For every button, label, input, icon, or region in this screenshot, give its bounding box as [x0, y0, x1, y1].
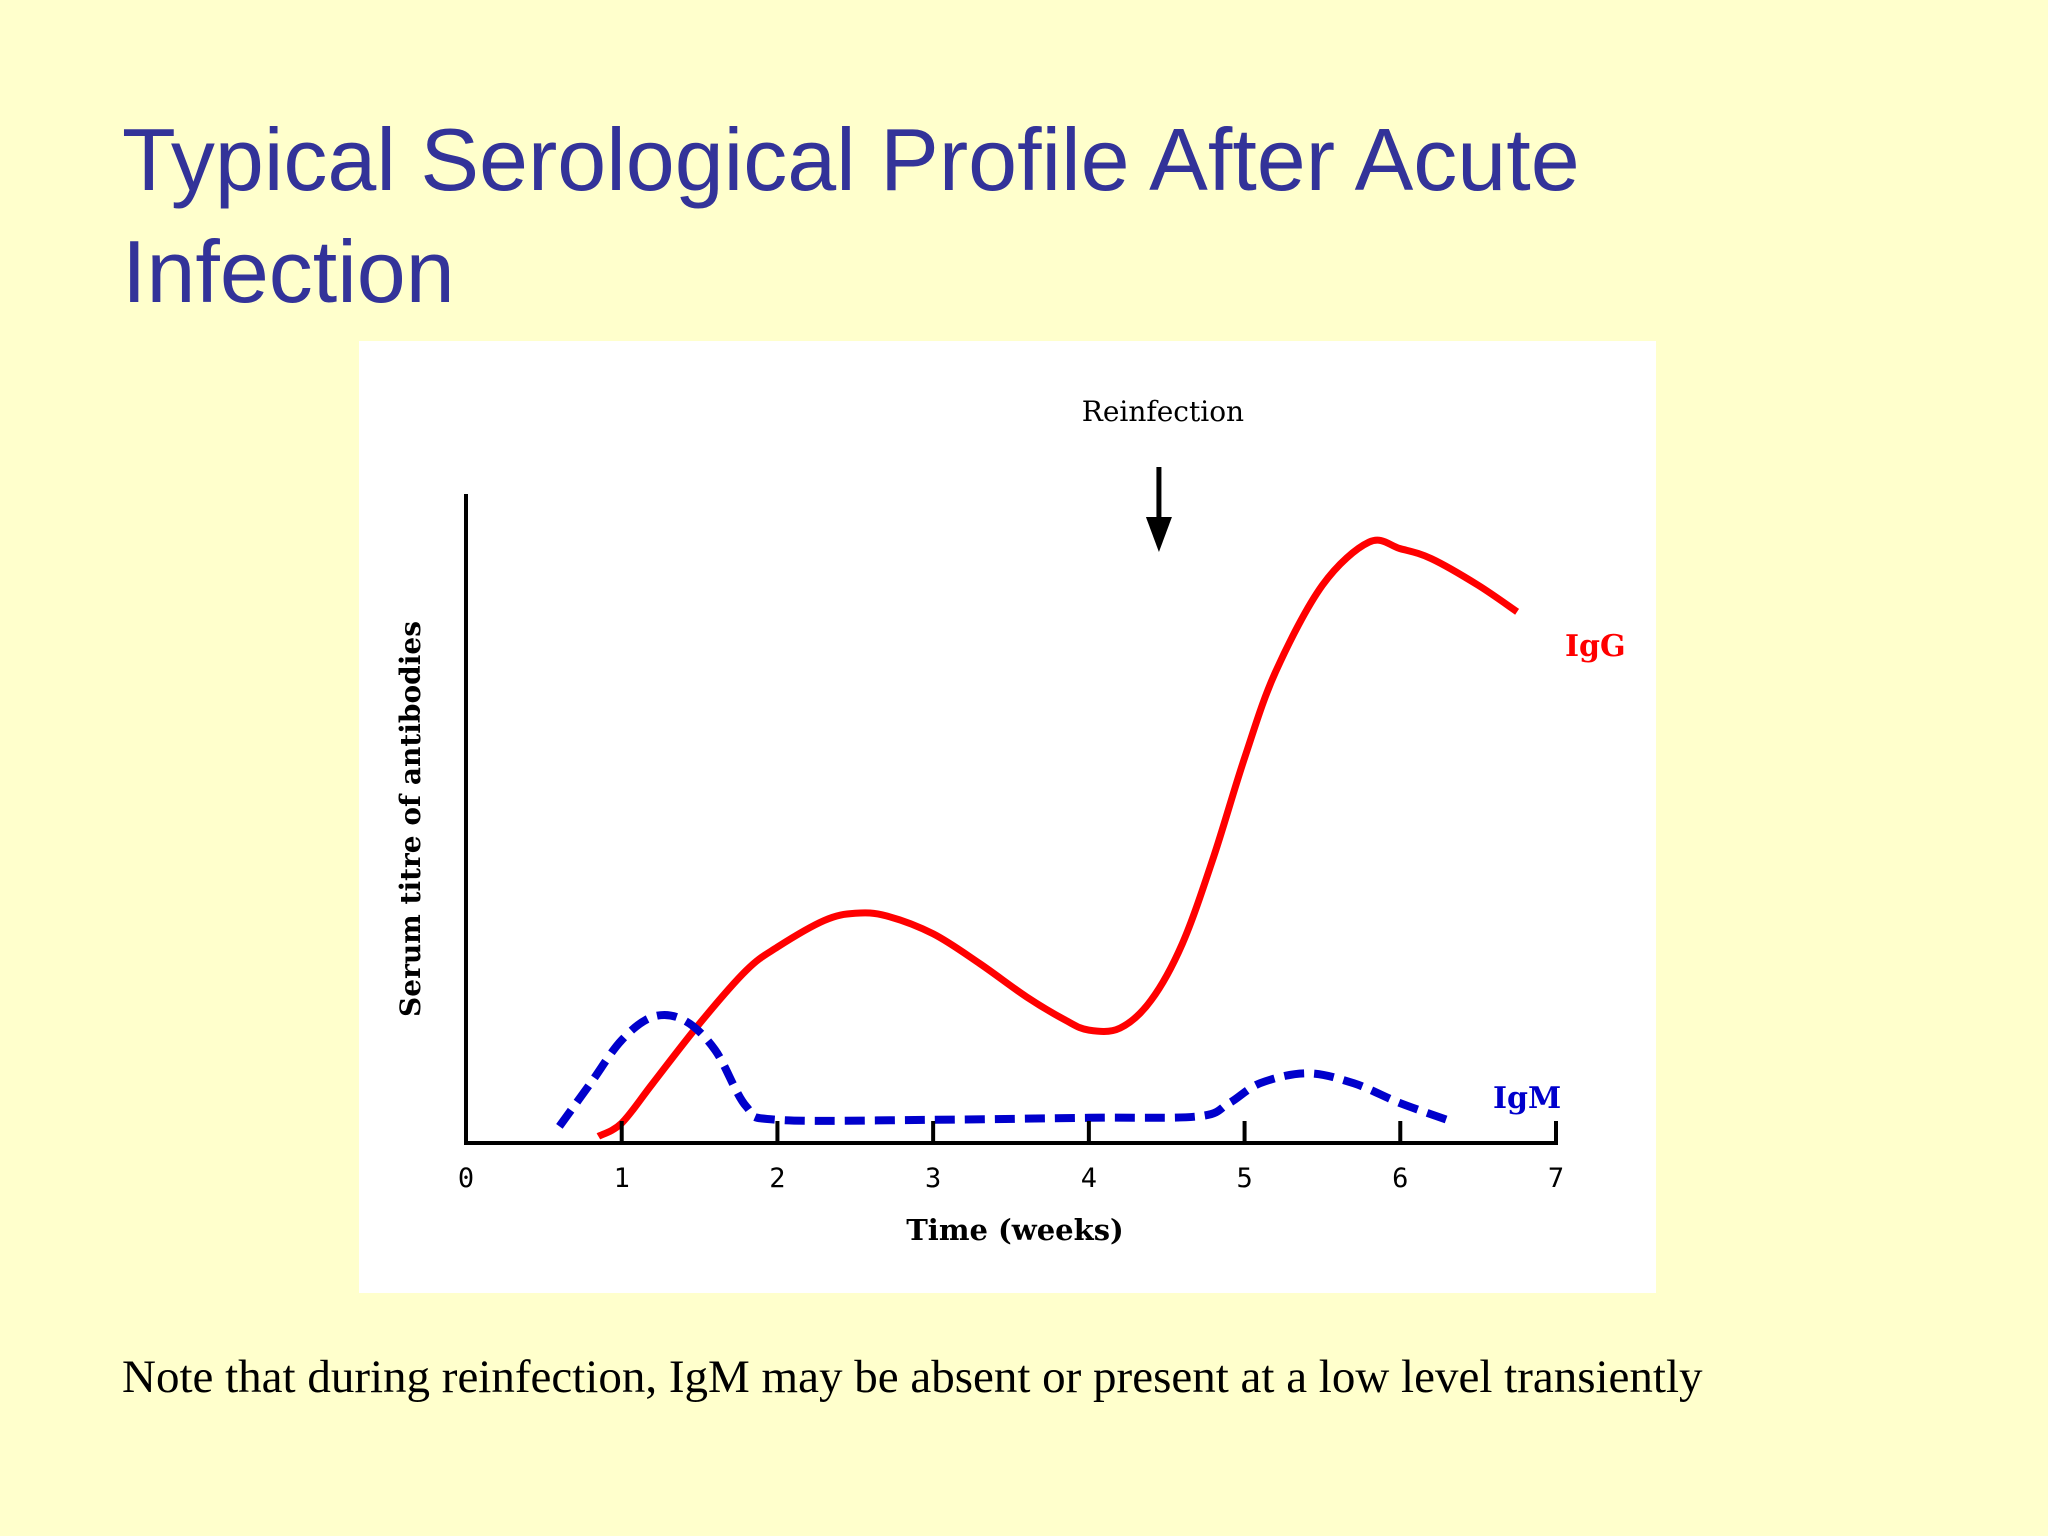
reinfection-arrow-head — [1145, 517, 1172, 552]
curves-layer — [556, 536, 1520, 1140]
series-label-igg: IgG — [1565, 629, 1626, 664]
chart-panel: 0 1 2 3 4 5 6 7 Time (weeks) Serum titre of antib… — [359, 341, 1656, 1293]
x-tick-label: 5 — [1236, 1163, 1252, 1194]
x-tick-label: 6 — [1392, 1163, 1408, 1194]
x-tick-label: 0 — [458, 1163, 474, 1194]
x-tick-label: 7 — [1548, 1163, 1564, 1194]
x-tick-label: 1 — [614, 1163, 630, 1194]
x-axis-title: Time (weeks) — [906, 1213, 1124, 1247]
slide-title: Typical Serological Profile After Acute … — [122, 110, 1580, 321]
x-tick-label: 3 — [925, 1163, 941, 1194]
x-tick-label: 2 — [769, 1163, 785, 1194]
labels-layer: 0 1 2 3 4 5 6 7 Time (weeks) Serum titre of antib… — [394, 395, 1626, 1247]
footnote: Note that during reinfection, IgM may be… — [122, 1351, 1703, 1403]
y-axis-title: Serum titre of antibodies — [394, 621, 427, 1017]
serology-chart: 0 1 2 3 4 5 6 7 Time (weeks) Serum titre of antib… — [394, 395, 1626, 1247]
reinfection-label: Reinfection — [1082, 395, 1244, 428]
x-tick-label: 4 — [1081, 1163, 1097, 1194]
series-label-igm: IgM — [1493, 1081, 1561, 1116]
axes-layer — [464, 494, 1558, 1145]
series-igg-line — [596, 536, 1520, 1140]
